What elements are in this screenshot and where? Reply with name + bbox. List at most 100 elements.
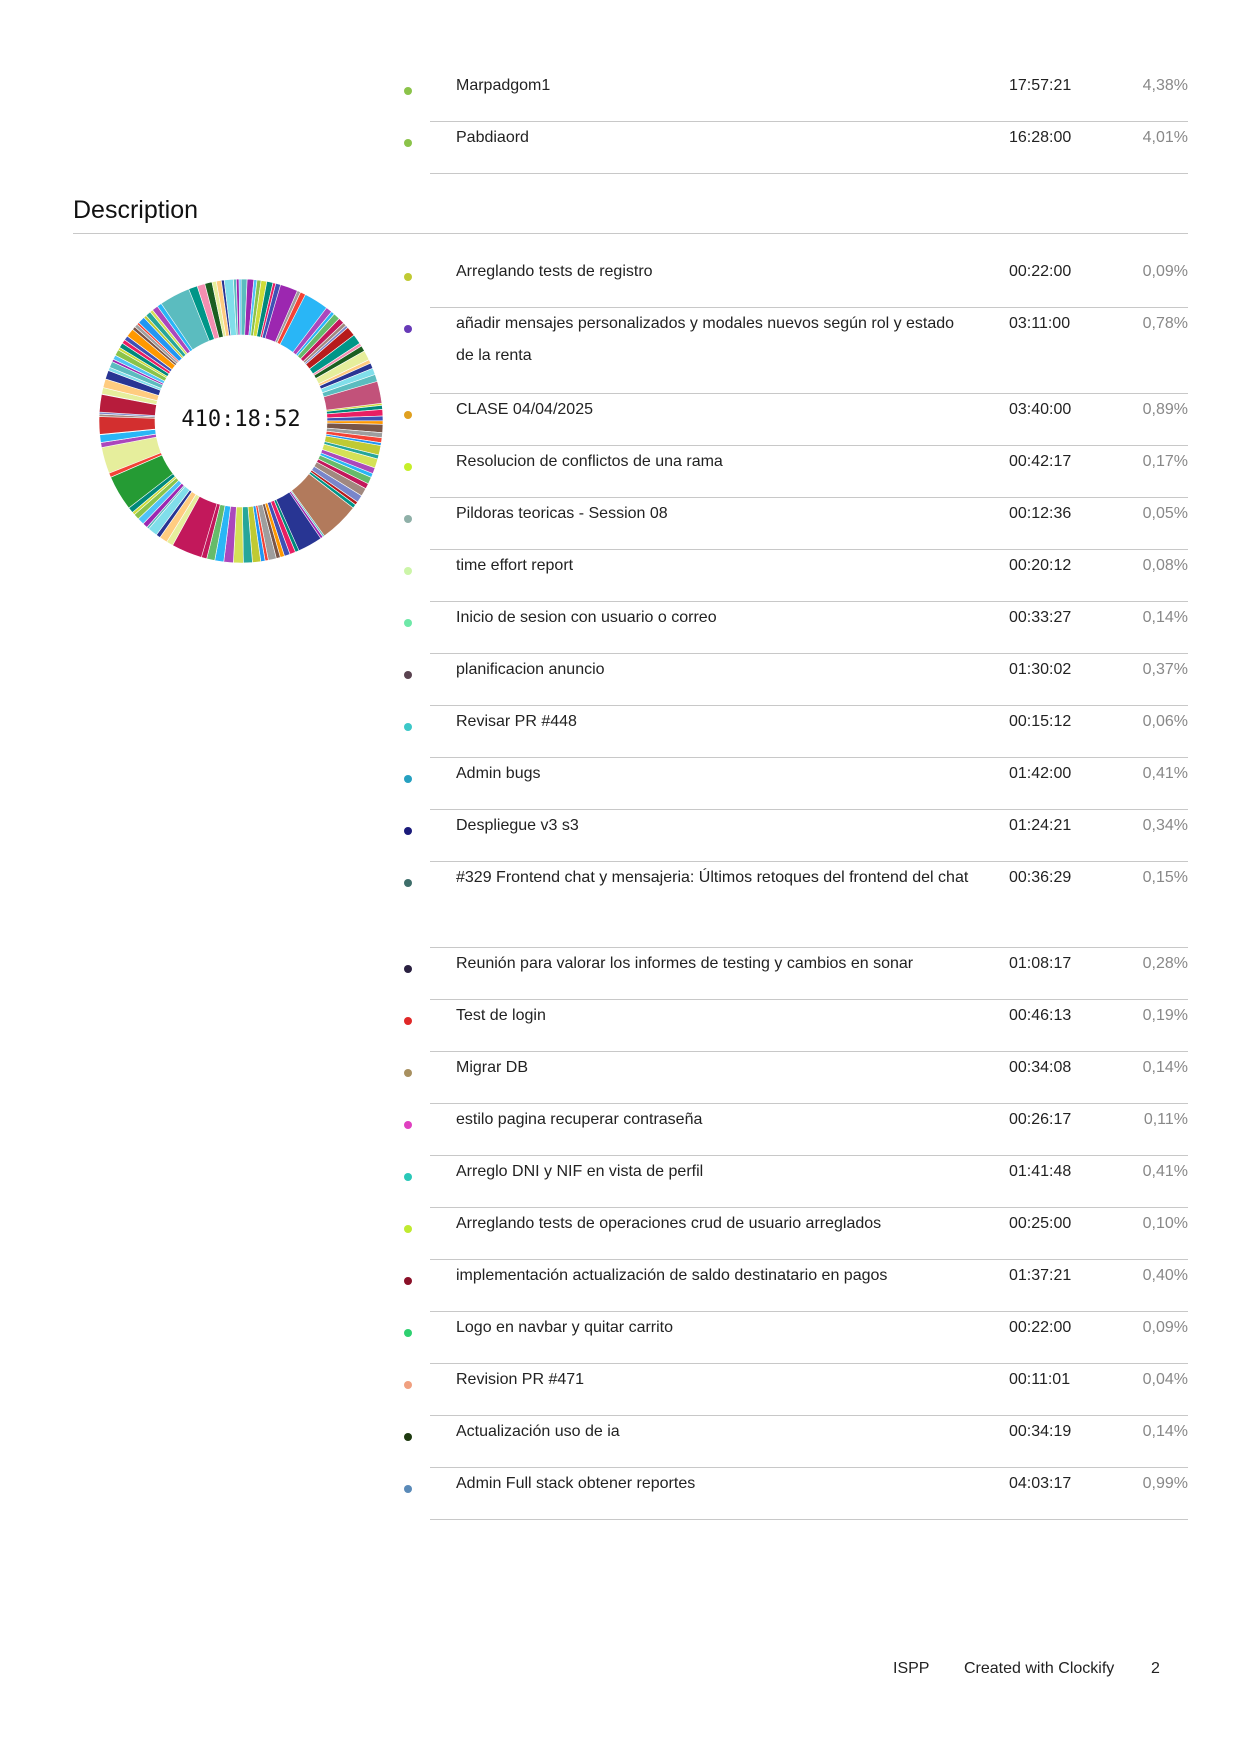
entry-duration: 00:22:00 bbox=[1009, 1319, 1072, 1336]
description-row: Pildoras teoricas - Session 08 00:12:36 0,… bbox=[404, 498, 1188, 550]
donut-chart bbox=[98, 278, 384, 564]
description-row: Admin Full stack obtener reportes 04:03:1… bbox=[404, 1468, 1188, 1520]
entry-percentage: 0,06% bbox=[1142, 713, 1188, 730]
legend-color-dot bbox=[404, 411, 412, 419]
entry-description: Reunión para valorar los informes de tes… bbox=[456, 955, 914, 972]
entry-description: Marpadgom1 bbox=[456, 77, 551, 94]
entry-percentage: 0,34% bbox=[1142, 817, 1188, 834]
description-row: planificacion anuncio 01:30:02 0,37% bbox=[404, 654, 1188, 706]
legend-color-dot bbox=[404, 723, 412, 731]
description-row: añadir mensajes personalizados y modales… bbox=[404, 308, 1188, 394]
donut-slice bbox=[101, 436, 162, 474]
description-row: #329 Frontend chat y mensajeria: Últimos… bbox=[404, 862, 1188, 948]
entry-percentage: 0,14% bbox=[1142, 1059, 1188, 1076]
top-list-row: Pabdiaord 16:28:00 4,01% bbox=[404, 122, 1188, 174]
legend-color-dot bbox=[404, 1173, 412, 1181]
description-list: Arreglando tests de registro 00:22:00 0,09… bbox=[404, 256, 1188, 1520]
donut-slice bbox=[98, 416, 156, 435]
entry-percentage: 4,38% bbox=[1142, 77, 1188, 94]
description-row: Revisar PR #448 00:15:12 0,06% bbox=[404, 706, 1188, 758]
entry-description: planificacion anuncio bbox=[456, 661, 605, 678]
entry-description: añadir mensajes personalizados y modales… bbox=[456, 315, 955, 364]
legend-color-dot bbox=[404, 1485, 412, 1493]
entry-description: #329 Frontend chat y mensajeria: Últimos… bbox=[456, 869, 969, 886]
donut-slice bbox=[160, 288, 210, 351]
legend-color-dot bbox=[404, 1121, 412, 1129]
entry-percentage: 0,09% bbox=[1142, 263, 1188, 280]
entry-percentage: 0,41% bbox=[1142, 1163, 1188, 1180]
entry-percentage: 0,04% bbox=[1142, 1371, 1188, 1388]
entry-percentage: 0,10% bbox=[1142, 1215, 1188, 1232]
description-row: time effort report 00:20:12 0,08% bbox=[404, 550, 1188, 602]
entry-description: CLASE 04/04/2025 bbox=[456, 401, 593, 418]
entry-description: Arreglo DNI y NIF en vista de perfil bbox=[456, 1163, 704, 1180]
entry-percentage: 0,89% bbox=[1142, 401, 1188, 418]
entry-duration: 16:28:00 bbox=[1009, 129, 1072, 146]
description-row: implementación actualización de saldo de… bbox=[404, 1260, 1188, 1312]
entry-percentage: 0,14% bbox=[1142, 609, 1188, 626]
entry-duration: 01:41:48 bbox=[1009, 1163, 1072, 1180]
entry-description: Despliegue v3 s3 bbox=[456, 817, 579, 834]
entry-percentage: 0,40% bbox=[1142, 1267, 1188, 1284]
donut-slice bbox=[264, 284, 298, 343]
entry-description: Admin bugs bbox=[456, 765, 541, 782]
legend-color-dot bbox=[404, 515, 412, 523]
description-row: Reunión para valorar los informes de tes… bbox=[404, 948, 1188, 1000]
donut-slice bbox=[238, 278, 242, 336]
entry-duration: 01:30:02 bbox=[1009, 661, 1072, 678]
entry-duration: 04:03:17 bbox=[1009, 1475, 1072, 1492]
donut-slice bbox=[275, 491, 322, 551]
entry-duration: 01:08:17 bbox=[1009, 955, 1072, 972]
entry-percentage: 0,99% bbox=[1142, 1475, 1188, 1492]
entry-percentage: 0,09% bbox=[1142, 1319, 1188, 1336]
legend-color-dot bbox=[404, 879, 412, 887]
entry-description: implementación actualización de saldo de… bbox=[456, 1267, 888, 1284]
entry-percentage: 0,05% bbox=[1142, 505, 1188, 522]
donut-slice bbox=[291, 473, 354, 537]
description-row: Resolucion de conflictos de una rama 00:4… bbox=[404, 446, 1188, 498]
legend-color-dot bbox=[404, 1225, 412, 1233]
entry-duration: 00:26:17 bbox=[1009, 1111, 1072, 1128]
entry-percentage: 0,78% bbox=[1142, 315, 1188, 332]
donut-slice bbox=[98, 394, 157, 416]
legend-color-dot bbox=[404, 1433, 412, 1441]
legend-color-dot bbox=[404, 273, 412, 281]
description-row: estilo pagina recuperar contraseña 00:26:… bbox=[404, 1104, 1188, 1156]
donut-slice bbox=[323, 381, 383, 411]
legend-color-dot bbox=[404, 1381, 412, 1389]
entry-description: Pildoras teoricas - Session 08 bbox=[456, 505, 668, 522]
section-title: Description bbox=[73, 196, 1188, 234]
legend-color-dot bbox=[404, 87, 412, 95]
entry-duration: 17:57:21 bbox=[1009, 77, 1072, 94]
donut-slice bbox=[110, 454, 174, 509]
entry-duration: 00:20:12 bbox=[1009, 557, 1072, 574]
entry-percentage: 0,19% bbox=[1142, 1007, 1188, 1024]
description-row: Arreglando tests de registro 00:22:00 0,09… bbox=[404, 256, 1188, 308]
entry-percentage: 0,14% bbox=[1142, 1423, 1188, 1440]
legend-color-dot bbox=[404, 139, 412, 147]
legend-color-dot bbox=[404, 463, 412, 471]
top-list-row: Marpadgom1 17:57:21 4,38% bbox=[404, 70, 1188, 122]
entry-duration: 01:24:21 bbox=[1009, 817, 1072, 834]
legend-color-dot bbox=[404, 827, 412, 835]
donut-slice bbox=[279, 294, 328, 353]
entry-duration: 00:46:13 bbox=[1009, 1007, 1072, 1024]
entry-duration: 01:37:21 bbox=[1009, 1267, 1072, 1284]
description-row: Admin bugs 01:42:00 0,41% bbox=[404, 758, 1188, 810]
entry-duration: 00:33:27 bbox=[1009, 609, 1072, 626]
legend-color-dot bbox=[404, 325, 412, 333]
description-row: Inicio de sesion con usuario o correo 00:… bbox=[404, 602, 1188, 654]
entry-duration: 03:40:00 bbox=[1009, 401, 1072, 418]
entry-duration: 00:36:29 bbox=[1009, 869, 1072, 886]
entry-duration: 00:25:00 bbox=[1009, 1215, 1072, 1232]
description-row: Migrar DB 00:34:08 0,14% bbox=[404, 1052, 1188, 1104]
entry-description: Actualización uso de ia bbox=[456, 1423, 620, 1440]
description-row: CLASE 04/04/2025 03:40:00 0,89% bbox=[404, 394, 1188, 446]
entry-duration: 01:42:00 bbox=[1009, 765, 1072, 782]
legend-color-dot bbox=[404, 965, 412, 973]
legend-color-dot bbox=[404, 1277, 412, 1285]
entry-description: Arreglando tests de registro bbox=[456, 263, 653, 280]
footer-workspace: ISPP bbox=[893, 1660, 930, 1677]
footer-created-with: Created with Clockify bbox=[964, 1660, 1115, 1677]
legend-color-dot bbox=[404, 775, 412, 783]
